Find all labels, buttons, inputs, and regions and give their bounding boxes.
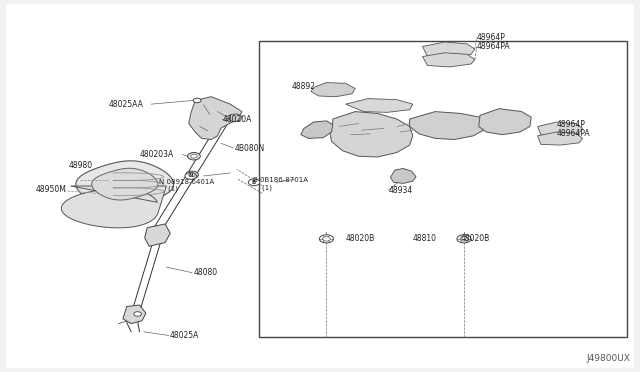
Text: 48810: 48810 (413, 234, 437, 243)
Text: N 08918-6401A
    (1): N 08918-6401A (1) (159, 179, 214, 192)
Polygon shape (410, 112, 486, 140)
Bar (259, 41, 627, 337)
Text: 48892: 48892 (291, 82, 315, 91)
Polygon shape (422, 53, 475, 67)
Text: 48964PA: 48964PA (557, 129, 591, 138)
Text: 48025AA: 48025AA (109, 100, 143, 109)
Text: 48950M: 48950M (35, 185, 66, 194)
Polygon shape (330, 112, 413, 157)
Text: 48964P: 48964P (557, 120, 586, 129)
Text: N: N (188, 173, 193, 179)
Polygon shape (61, 186, 166, 228)
Circle shape (457, 235, 471, 243)
Polygon shape (76, 161, 174, 208)
Polygon shape (301, 121, 333, 138)
Polygon shape (422, 42, 475, 58)
Polygon shape (123, 305, 146, 324)
Circle shape (188, 153, 200, 160)
Circle shape (248, 179, 260, 186)
Circle shape (193, 98, 201, 103)
Polygon shape (390, 169, 416, 183)
Text: J49800UX: J49800UX (586, 354, 630, 363)
Circle shape (185, 173, 196, 179)
Polygon shape (311, 83, 355, 97)
Circle shape (189, 173, 195, 177)
Text: 4B080N: 4B080N (235, 144, 265, 153)
Polygon shape (145, 224, 170, 246)
Text: 480203A: 480203A (140, 150, 174, 159)
Circle shape (186, 171, 198, 179)
Polygon shape (189, 97, 242, 140)
Polygon shape (479, 109, 531, 135)
Text: 48025A: 48025A (170, 331, 199, 340)
Text: 48980: 48980 (68, 161, 93, 170)
Text: 48964P: 48964P (477, 33, 506, 42)
Text: 48020A: 48020A (223, 115, 252, 124)
Polygon shape (538, 132, 582, 145)
Circle shape (134, 312, 141, 316)
Polygon shape (346, 99, 413, 112)
Polygon shape (538, 122, 582, 136)
Circle shape (319, 235, 333, 243)
Circle shape (323, 237, 330, 241)
Text: 48080: 48080 (193, 268, 218, 277)
Text: B 0B186-8701A
    (1): B 0B186-8701A (1) (253, 177, 308, 191)
Text: 48934: 48934 (389, 186, 413, 195)
Circle shape (460, 237, 468, 241)
Polygon shape (92, 168, 158, 200)
Polygon shape (229, 114, 242, 122)
Text: 48020B: 48020B (346, 234, 375, 243)
Text: 48964PA: 48964PA (477, 42, 511, 51)
Text: B: B (252, 180, 256, 185)
Text: 48020B: 48020B (461, 234, 490, 243)
Circle shape (191, 154, 197, 158)
